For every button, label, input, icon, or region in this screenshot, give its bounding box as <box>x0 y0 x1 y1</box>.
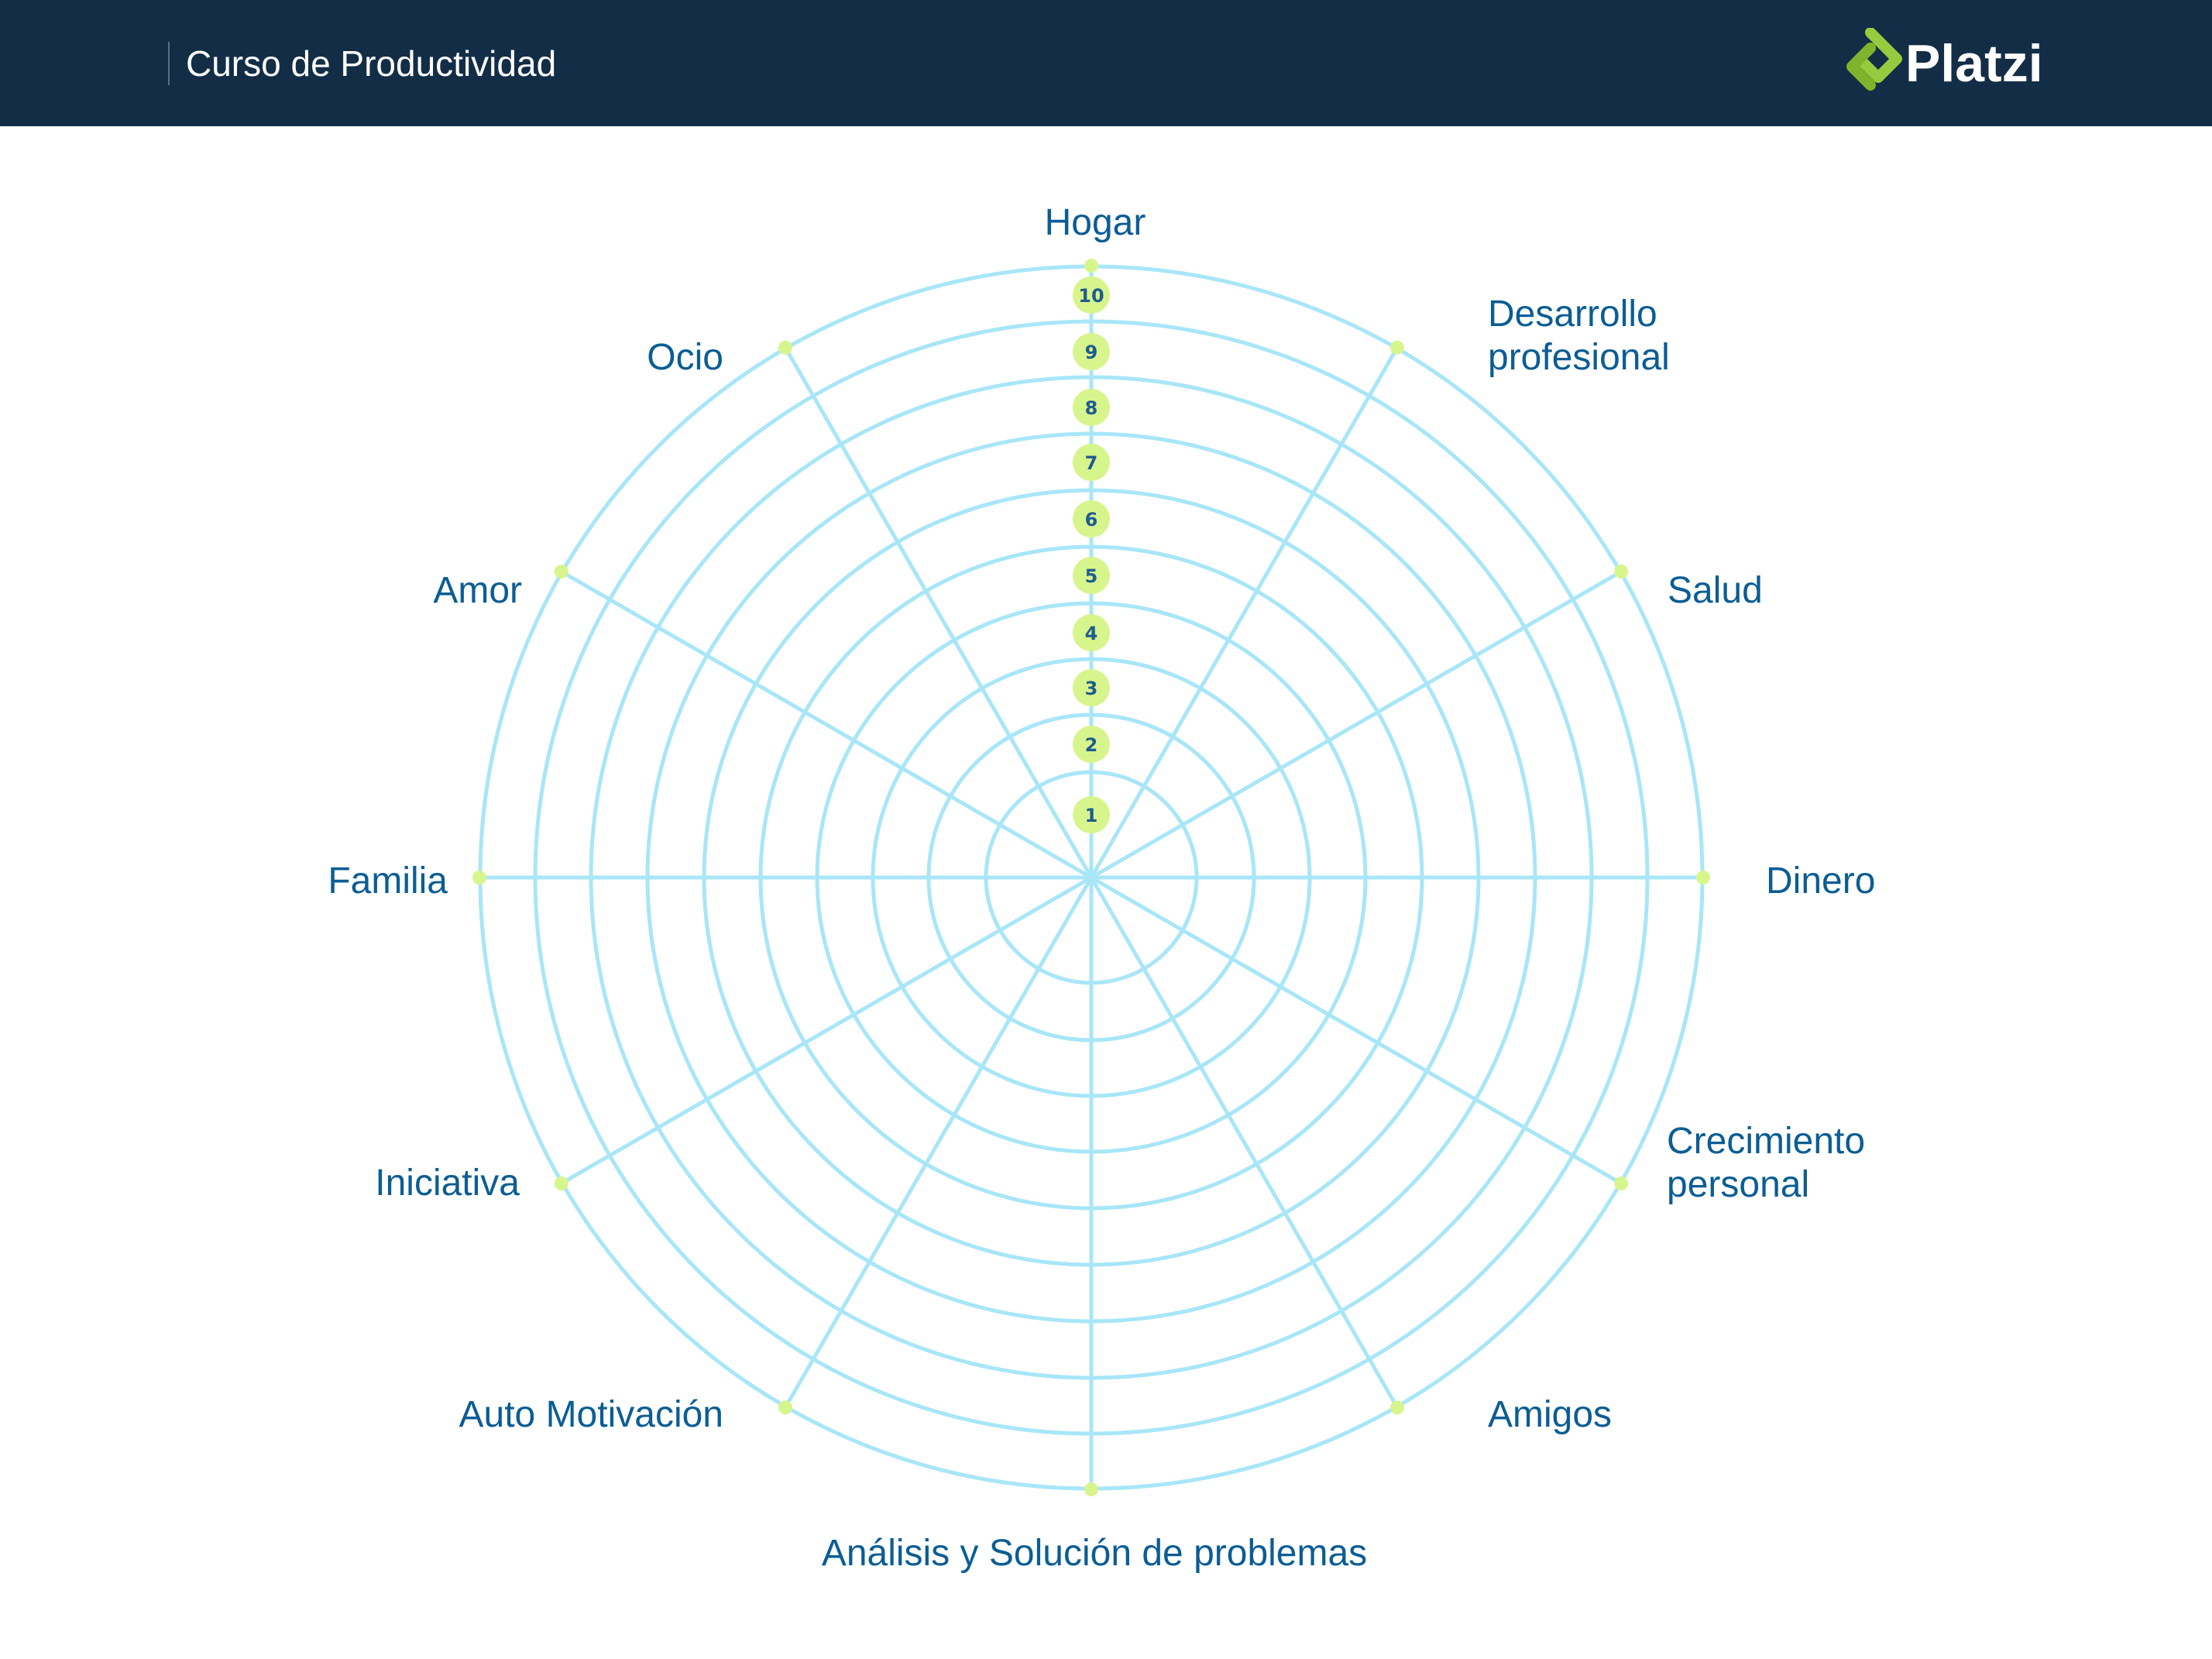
level-marker-circle <box>1073 796 1110 833</box>
axis-label: Análisis y Solución de problemas <box>822 1533 1367 1574</box>
level-number: 2 <box>1085 734 1098 756</box>
level-marker-2: 2 <box>1073 726 1110 763</box>
level-marker-circle <box>1073 333 1110 370</box>
platzi-logo-icon <box>1846 28 1902 91</box>
course-title: Curso de Productividad <box>186 43 557 84</box>
level-marker-circle <box>1073 276 1110 314</box>
axis-end-dot <box>1084 259 1098 273</box>
level-marker-6: 6 <box>1073 500 1110 538</box>
axis-end-dot <box>1390 340 1404 355</box>
level-marker-circle <box>1073 500 1110 538</box>
axis-end-dot <box>778 1400 792 1415</box>
level-number: 5 <box>1085 565 1098 587</box>
level-marker-circle <box>1073 389 1110 426</box>
axis-end-dot <box>472 871 486 884</box>
level-marker-9: 9 <box>1073 333 1110 370</box>
axis-spoke <box>1090 569 1623 880</box>
axis-label: Hogar <box>1045 202 1146 243</box>
axis-spoke <box>560 569 1093 880</box>
header-bar: Curso de Productividad Platzi <box>0 0 2212 126</box>
axis-labels: Hogar Desarrollo profesional Salud Dinero Cre… <box>328 202 1875 1574</box>
axis-label: Crecimiento personal <box>1667 1121 1865 1205</box>
level-marker-10: 10 <box>1073 276 1110 314</box>
logo-wordmark: Platzi <box>1905 34 2043 93</box>
axis-spoke <box>783 876 1094 1409</box>
axis-label: Salud <box>1668 570 1763 611</box>
axis-end-dot <box>1614 1176 1629 1190</box>
level-number: 3 <box>1085 678 1098 699</box>
axis-label: Familia <box>328 860 448 902</box>
header-divider <box>168 42 170 85</box>
level-marker-circle <box>1073 669 1110 706</box>
axis-label: Amigos <box>1488 1394 1612 1435</box>
axis-label: Auto Motivación <box>459 1394 723 1435</box>
axis-spoke <box>1089 876 1400 1409</box>
center-dot <box>1086 872 1097 883</box>
level-marker-4: 4 <box>1073 614 1110 651</box>
level-number: 6 <box>1085 509 1098 531</box>
axis-spoke <box>1090 875 1623 1186</box>
level-number: 10 <box>1078 285 1104 307</box>
axis-label: Amor <box>433 570 522 611</box>
axis-end-dot <box>1696 871 1710 884</box>
level-marker-circle <box>1073 726 1110 763</box>
level-number: 4 <box>1085 623 1098 644</box>
level-number: 7 <box>1085 452 1098 474</box>
level-marker-5: 5 <box>1073 557 1110 594</box>
level-marker-1: 1 <box>1073 796 1110 833</box>
level-marker-circle <box>1073 614 1110 651</box>
axis-end-dot <box>1390 1400 1404 1415</box>
level-marker-circle <box>1073 444 1110 481</box>
axis-label: Ocio <box>647 337 723 378</box>
axis-end-dot <box>1084 1482 1098 1496</box>
axis-label: Iniciativa <box>375 1163 520 1204</box>
level-number: 9 <box>1085 342 1098 363</box>
axis-spoke <box>783 346 1094 879</box>
level-marker-circle <box>1073 557 1110 594</box>
level-marker-8: 8 <box>1073 389 1110 426</box>
axis-end-dot <box>778 340 792 355</box>
axis-end-dot <box>554 565 568 579</box>
axis-end-dot <box>1614 565 1629 579</box>
axis-spokes <box>472 259 1710 1496</box>
level-number: 8 <box>1085 397 1098 419</box>
level-marker-7: 7 <box>1073 444 1110 481</box>
axis-spoke <box>560 875 1093 1186</box>
axis-label: Dinero <box>1766 860 1875 902</box>
axis-end-dot <box>554 1176 568 1190</box>
level-number: 1 <box>1085 805 1098 826</box>
axis-spoke <box>1089 346 1400 879</box>
level-markers: 1 2 3 4 5 6 7 8 9 10 <box>1073 276 1110 833</box>
level-marker-3: 3 <box>1073 669 1110 706</box>
axis-label: Desarrollo profesional <box>1488 294 1670 378</box>
